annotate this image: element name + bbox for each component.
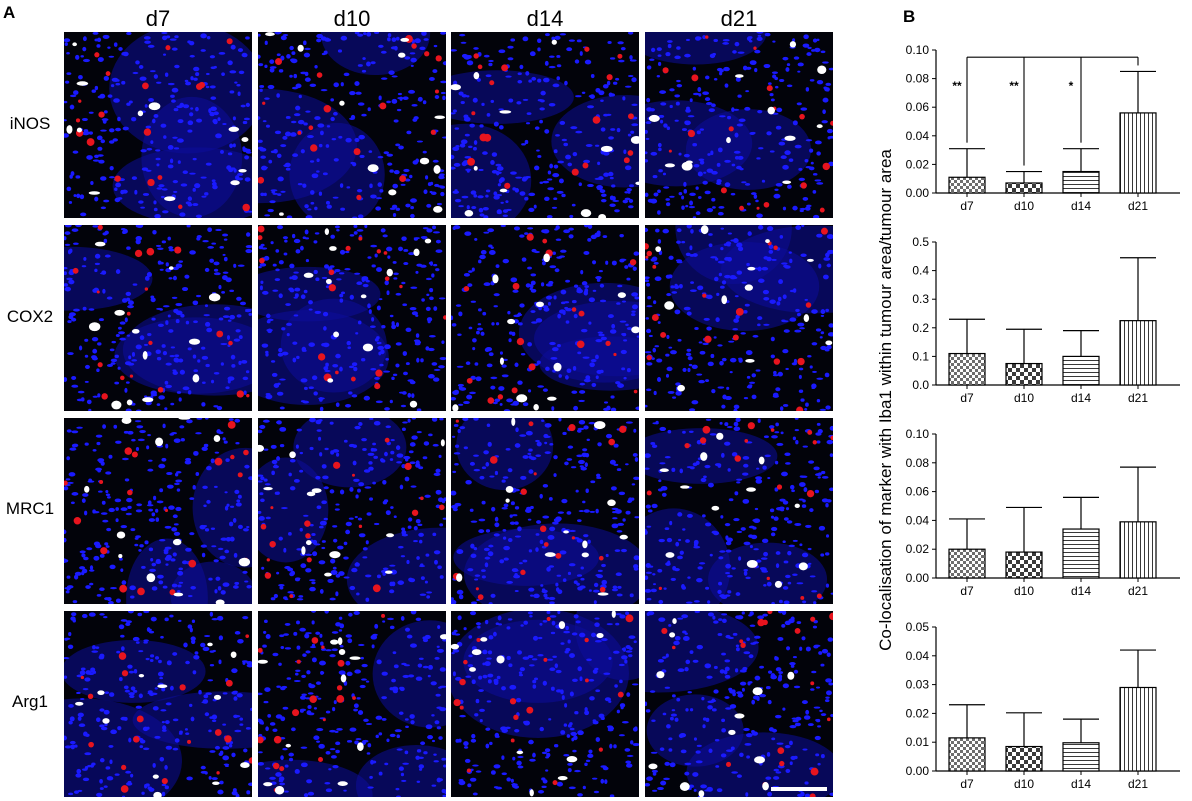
x-tick-label-inos-d10: d10 (1014, 199, 1034, 213)
y-tick-label-arg1: 0.05 (906, 620, 930, 634)
column-label-d14: d14 (526, 6, 564, 31)
panel-a-label: A (3, 3, 16, 22)
x-tick-label-mrc1-d10: d10 (1014, 584, 1034, 598)
bar-cox2-d14 (1062, 355, 1100, 386)
y-tick-label-arg1: 0.01 (906, 735, 930, 749)
x-tick-label-mrc1-d21: d21 (1128, 584, 1148, 598)
column-label-d10: d10 (333, 6, 371, 31)
micrograph-mrc1-d21 (645, 418, 833, 604)
y-tick-label-inos: 0.04 (906, 129, 930, 143)
y-tick-label-arg1: 0.04 (906, 649, 930, 663)
x-tick-label-cox2-d21: d21 (1128, 391, 1148, 405)
micrograph-inos-d21 (645, 32, 833, 218)
row-label-mrc1: MRC1 (5, 499, 55, 518)
y-tick-label-cox2: 0.2 (912, 321, 929, 335)
micrograph-mrc1-d7 (64, 418, 252, 604)
bar-cox2-d10 (1005, 362, 1043, 386)
bar-mrc1-d7 (948, 548, 986, 579)
y-tick-label-mrc1: 0.10 (906, 427, 930, 441)
y-tick-label-arg1: 0.02 (906, 706, 930, 720)
x-tick-label-arg1-d14: d14 (1071, 777, 1091, 791)
bar-cox2-d7 (948, 352, 986, 386)
micrograph-inos-d10 (258, 32, 446, 218)
x-tick-label-mrc1-d7: d7 (960, 584, 974, 598)
y-tick-label-cox2: 0.5 (912, 235, 929, 249)
row-label-inos: iNOS (9, 114, 51, 133)
bar-inos-d7 (948, 176, 986, 194)
bar-arg1-d7 (948, 737, 986, 772)
x-tick-label-inos-d7: d7 (960, 199, 974, 213)
bar-inos-d14 (1062, 170, 1100, 194)
micrograph-cox2-d7 (64, 225, 252, 411)
bar-arg1-d14 (1062, 742, 1100, 772)
x-tick-label-arg1-d10: d10 (1014, 777, 1034, 791)
y-tick-label-cox2: 0.4 (912, 264, 929, 278)
significance-marker-d7: ** (952, 79, 962, 93)
x-tick-label-cox2-d7: d7 (960, 391, 974, 405)
micrograph-arg1-d14 (451, 611, 639, 797)
micrograph-arg1-d10 (258, 611, 446, 797)
micrograph-inos-d7 (64, 32, 252, 218)
bar-mrc1-d14 (1062, 528, 1100, 579)
y-tick-label-mrc1: 0.04 (906, 513, 930, 527)
bar-cox2-d21 (1119, 320, 1157, 386)
micrograph-cox2-d14 (451, 225, 639, 411)
micrograph-arg1-d21 (645, 611, 833, 797)
significance-marker-d10: ** (1009, 79, 1019, 93)
x-tick-label-inos-d14: d14 (1071, 199, 1091, 213)
micrograph-cox2-d10 (258, 225, 446, 411)
bar-inos-d21 (1119, 112, 1157, 194)
bar-arg1-d10 (1005, 745, 1043, 772)
y-tick-label-arg1: 0.00 (906, 764, 930, 778)
x-tick-label-arg1-d7: d7 (960, 777, 974, 791)
micrograph-cox2-d21 (645, 225, 833, 411)
x-tick-label-mrc1-d14: d14 (1071, 584, 1091, 598)
x-tick-label-inos-d21: d21 (1128, 199, 1148, 213)
bar-mrc1-d21 (1119, 521, 1157, 579)
y-tick-label-mrc1: 0.00 (906, 571, 930, 585)
x-tick-label-cox2-d14: d14 (1071, 391, 1091, 405)
bar-inos-d10 (1005, 182, 1043, 194)
y-tick-label-mrc1: 0.08 (906, 456, 930, 470)
scale-bar (771, 787, 827, 791)
x-tick-label-cox2-d10: d10 (1014, 391, 1034, 405)
panel-b-label: B (903, 7, 916, 26)
y-tick-label-arg1: 0.03 (906, 678, 930, 692)
micrograph-mrc1-d10 (258, 418, 446, 604)
y-tick-label-cox2: 0.0 (912, 378, 929, 392)
column-label-d7: d7 (145, 6, 171, 31)
y-axis-label: Co-localisation of marker with Iba1 with… (876, 149, 895, 651)
micrograph-mrc1-d14 (451, 418, 639, 604)
row-label-cox2: COX2 (6, 307, 54, 326)
y-tick-label-inos: 0.10 (906, 43, 930, 57)
y-tick-label-cox2: 0.1 (912, 349, 929, 363)
y-tick-label-mrc1: 0.02 (906, 542, 930, 556)
y-tick-label-inos: 0.02 (906, 157, 930, 171)
y-tick-label-inos: 0.06 (906, 100, 930, 114)
x-tick-label-arg1-d21: d21 (1128, 777, 1148, 791)
y-tick-label-inos: 0.00 (906, 186, 930, 200)
micrograph-inos-d14 (451, 32, 639, 218)
bar-mrc1-d10 (1005, 551, 1043, 579)
significance-marker-d14: * (1069, 79, 1074, 93)
bar-arg1-d21 (1119, 686, 1157, 772)
column-label-d21: d21 (720, 6, 758, 31)
y-tick-label-inos: 0.08 (906, 72, 930, 86)
y-tick-label-cox2: 0.3 (912, 292, 929, 306)
micrograph-arg1-d7 (64, 611, 252, 797)
y-tick-label-mrc1: 0.06 (906, 485, 930, 499)
row-label-arg1: Arg1 (12, 692, 48, 711)
